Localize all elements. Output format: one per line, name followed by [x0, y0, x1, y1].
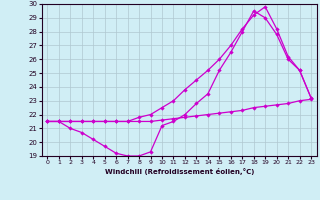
X-axis label: Windchill (Refroidissement éolien,°C): Windchill (Refroidissement éolien,°C) — [105, 168, 254, 175]
